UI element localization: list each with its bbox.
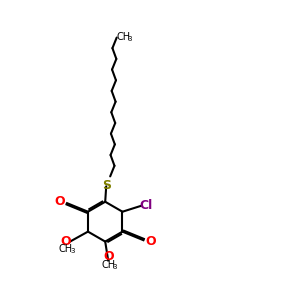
Text: CH: CH — [101, 260, 115, 270]
Text: S: S — [102, 179, 111, 192]
Text: O: O — [60, 235, 71, 248]
Text: Cl: Cl — [139, 199, 152, 212]
Text: 3: 3 — [128, 35, 132, 41]
Text: O: O — [103, 250, 113, 263]
Text: 3: 3 — [70, 248, 75, 254]
Text: O: O — [145, 235, 156, 248]
Text: CH: CH — [58, 244, 73, 254]
Text: 3: 3 — [113, 264, 117, 270]
Text: O: O — [55, 195, 65, 208]
Text: CH: CH — [116, 32, 130, 42]
